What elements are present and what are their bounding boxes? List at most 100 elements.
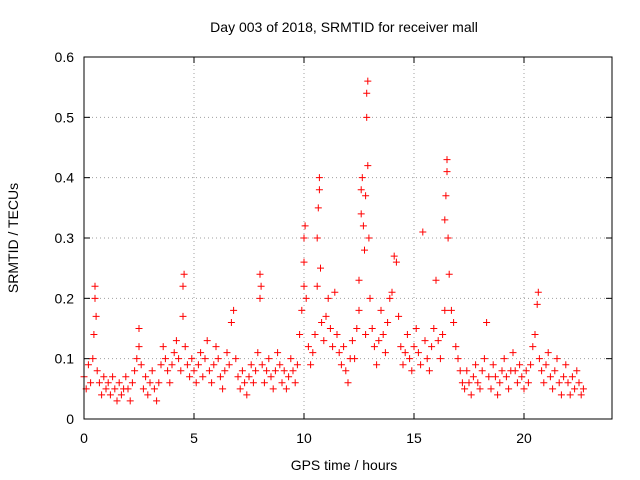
data-point	[513, 379, 521, 387]
data-point	[219, 385, 227, 393]
data-point	[223, 349, 231, 357]
data-point	[412, 325, 420, 332]
data-point	[401, 349, 409, 357]
data-point	[555, 379, 563, 387]
data-point	[442, 192, 450, 200]
data-point	[531, 331, 539, 339]
data-point	[194, 361, 202, 369]
data-point	[296, 331, 304, 339]
data-point	[428, 343, 436, 351]
data-point	[260, 379, 268, 387]
data-point	[256, 270, 264, 278]
data-point	[91, 294, 99, 302]
data-point	[179, 282, 187, 290]
data-point	[180, 270, 188, 278]
data-point	[509, 349, 517, 357]
data-point	[104, 379, 112, 387]
data-point	[474, 379, 482, 387]
data-point	[313, 234, 321, 242]
data-point	[454, 355, 462, 363]
data-point	[238, 367, 246, 375]
y-tick-label: 0.6	[55, 49, 75, 65]
data-point	[546, 373, 554, 381]
data-point	[335, 349, 343, 357]
data-point	[480, 355, 488, 363]
data-point	[115, 379, 123, 387]
data-point	[535, 355, 543, 363]
data-point	[502, 373, 510, 381]
data-point	[377, 306, 385, 314]
data-point	[249, 379, 257, 387]
plot-frame	[83, 56, 613, 420]
data-point	[406, 355, 414, 363]
data-point	[289, 367, 297, 375]
data-point	[520, 385, 528, 393]
data-point	[183, 361, 191, 369]
data-point	[579, 385, 587, 393]
data-point	[571, 385, 579, 393]
data-point	[91, 282, 99, 290]
data-point	[234, 373, 242, 381]
data-point	[93, 367, 101, 375]
data-point	[301, 222, 309, 230]
data-point	[337, 361, 345, 369]
data-point	[408, 367, 416, 375]
data-point	[150, 385, 158, 393]
data-point	[199, 373, 207, 381]
data-point	[381, 349, 389, 357]
data-point	[122, 373, 130, 381]
data-point	[551, 367, 559, 375]
data-point	[483, 318, 491, 326]
data-point	[302, 294, 310, 302]
data-point	[269, 385, 277, 393]
y-tick-label: 0	[66, 411, 74, 427]
data-point	[164, 367, 172, 375]
data-point	[89, 355, 97, 363]
data-point	[516, 361, 524, 369]
data-point	[478, 367, 486, 375]
data-point	[511, 367, 519, 375]
data-point	[177, 367, 185, 375]
data-point	[363, 113, 371, 121]
data-point	[139, 385, 147, 393]
data-point	[285, 373, 293, 381]
data-point	[494, 391, 502, 399]
data-point	[542, 361, 550, 369]
data-point	[192, 379, 200, 387]
data-point	[392, 258, 400, 266]
x-tick-label: 10	[296, 430, 312, 446]
data-point	[577, 391, 585, 399]
data-point	[573, 367, 581, 375]
data-point	[368, 325, 376, 332]
data-point	[128, 379, 136, 387]
data-point	[465, 379, 473, 387]
data-point	[434, 337, 442, 345]
data-point	[403, 331, 411, 339]
data-point	[216, 373, 224, 381]
data-point	[562, 361, 570, 369]
data-point	[436, 355, 444, 363]
data-point	[300, 282, 308, 290]
data-point	[522, 367, 530, 375]
data-point	[276, 361, 284, 369]
data-point	[544, 349, 552, 357]
data-point	[469, 373, 477, 381]
data-point	[351, 355, 359, 363]
data-point	[366, 294, 374, 302]
data-point	[263, 367, 271, 375]
data-point	[190, 367, 198, 375]
data-point	[102, 385, 110, 393]
data-point	[430, 325, 438, 332]
data-point	[278, 379, 286, 387]
data-point	[326, 325, 334, 332]
data-point	[309, 349, 317, 357]
axis-ticks: 0 0.1 0.2 0.3 0.4 0.5 0.6 0 5 10 15 20	[55, 49, 612, 446]
data-point	[170, 349, 178, 357]
data-point	[188, 355, 196, 363]
data-point	[109, 373, 117, 381]
data-point	[529, 343, 537, 351]
data-point	[361, 246, 368, 254]
data-point	[265, 355, 273, 363]
data-point	[458, 379, 466, 387]
